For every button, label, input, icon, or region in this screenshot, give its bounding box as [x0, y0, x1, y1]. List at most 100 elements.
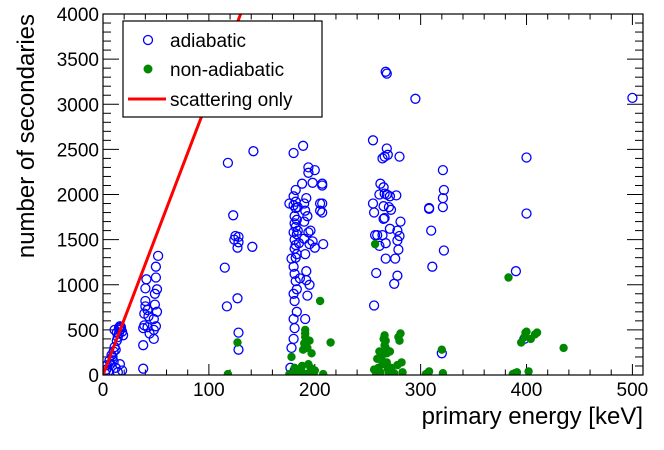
adiabatic-point: [291, 284, 302, 295]
adiabatic-point: [426, 225, 437, 236]
non-adiabatic-point: [390, 369, 399, 375]
adiabatic-point: [303, 162, 314, 173]
adiabatic-point: [367, 135, 379, 146]
adiabatic-point: [368, 300, 380, 311]
adiabatic-point: [300, 313, 311, 325]
non-adiabatic-point: [532, 328, 542, 337]
adiabatic-point: [521, 208, 532, 219]
legend-label-adiabatic: adiabatic: [170, 31, 246, 52]
x-tick-labels: 0 100 200 300 400 500: [98, 380, 649, 401]
adiabatic-point: [233, 327, 244, 338]
non-adiabatic-point: [223, 369, 233, 375]
adiabatic-point: [307, 177, 318, 188]
adiabatic-point: [292, 225, 303, 236]
plot-frame: [102, 13, 644, 376]
non-adiabatic-point: [424, 367, 434, 375]
adiabatic-point: [152, 250, 164, 262]
non-adiabatic-point: [319, 369, 328, 375]
adiabatic-point: [394, 230, 405, 242]
adiabatic-point: [232, 242, 243, 253]
adiabatic-point: [304, 238, 315, 250]
adiabatic-point: [143, 311, 154, 322]
adiabatic-point: [317, 207, 328, 218]
adiabatic-point: [521, 152, 532, 163]
adiabatic-point: [151, 306, 163, 317]
adiabatic-point: [309, 164, 320, 176]
non-adiabatic-point: [385, 347, 395, 356]
non-adiabatic-point: [370, 239, 380, 249]
legend-marker-non-adiabatic-icon: [143, 64, 153, 74]
y-tick-label: 3000: [57, 95, 99, 116]
y-tick-label: 0: [88, 366, 99, 387]
y-tick-label: 2500: [57, 140, 99, 161]
y-tick-label: 2000: [57, 186, 99, 207]
x-tick-label: 500: [617, 380, 649, 401]
adiabatic-point: [289, 322, 300, 334]
adiabatic-point: [392, 270, 403, 281]
x-tick-label: 400: [511, 380, 543, 401]
legend-box: [122, 20, 323, 118]
adiabatic-point: [371, 267, 382, 279]
adiabatic-point: [138, 363, 149, 374]
adiabatic-point: [304, 279, 315, 290]
adiabatic-point: [151, 284, 163, 295]
adiabatic-point: [141, 274, 152, 285]
adiabatic-point: [291, 214, 302, 225]
non-adiabatic-point: [396, 329, 405, 338]
adiabatic-point: [290, 184, 301, 196]
legend: adiabatic non-adiabatic scattering only: [122, 20, 323, 118]
non-adiabatic-point: [438, 369, 448, 375]
adiabatic-point: [385, 204, 397, 215]
adiabatic-point: [307, 236, 318, 247]
adiabatic-point: [302, 290, 313, 301]
adiabatic-point: [379, 212, 390, 224]
adiabatic-point: [222, 157, 234, 169]
y-tick-label: 1000: [57, 276, 99, 297]
non-adiabatic-point: [305, 336, 314, 345]
non-adiabatic-point: [301, 329, 310, 338]
adiabatic-point: [377, 153, 388, 164]
adiabatic-point: [384, 223, 396, 234]
adiabatic-point: [296, 178, 308, 189]
adiabatic-point: [372, 229, 383, 241]
adiabatic-point: [438, 184, 450, 196]
non-adiabatic-point: [524, 367, 533, 375]
adiabatic-point: [380, 238, 391, 249]
adiabatic-point: [375, 178, 386, 189]
y-tick-label: 1500: [57, 231, 99, 252]
legend-marker-adiabatic-icon: [142, 34, 154, 46]
adiabatic-point: [248, 146, 259, 157]
non-adiabatic-point: [398, 368, 407, 375]
adiabatic-point: [300, 205, 311, 216]
adiabatic-point: [114, 359, 126, 370]
x-tick-label: 200: [299, 380, 331, 401]
adiabatic-point: [380, 66, 391, 77]
adiabatic-point: [297, 140, 309, 151]
x-axis-title: primary energy [keV]: [422, 403, 643, 430]
adiabatic-point: [394, 151, 405, 162]
adiabatic-point: [300, 248, 311, 260]
adiabatic-point: [382, 149, 393, 160]
adiabatic-point: [381, 143, 392, 154]
adiabatic-point: [383, 201, 395, 213]
adiabatic-point: [232, 293, 243, 304]
adiabatic-point: [142, 304, 153, 316]
adiabatic-point: [303, 227, 314, 238]
adiabatic-point: [437, 201, 449, 213]
adiabatic-point: [228, 210, 239, 221]
adiabatic-point: [299, 216, 310, 227]
adiabatic-point: [627, 92, 638, 104]
y-tick-label: 4000: [57, 5, 99, 26]
adiabatic-point: [301, 192, 312, 204]
adiabatic-point: [302, 211, 313, 222]
adiabatic-point: [288, 333, 299, 345]
adiabatic-point: [437, 164, 449, 176]
legend-label-non-adiabatic: non-adiabatic: [170, 60, 284, 81]
adiabatic-point: [247, 241, 258, 252]
adiabatic-point: [381, 68, 392, 79]
adiabatic-point: [150, 261, 162, 272]
non-adiabatic-point: [310, 366, 319, 375]
non-adiabatic-point: [512, 368, 522, 375]
adiabatic-point: [318, 238, 329, 250]
